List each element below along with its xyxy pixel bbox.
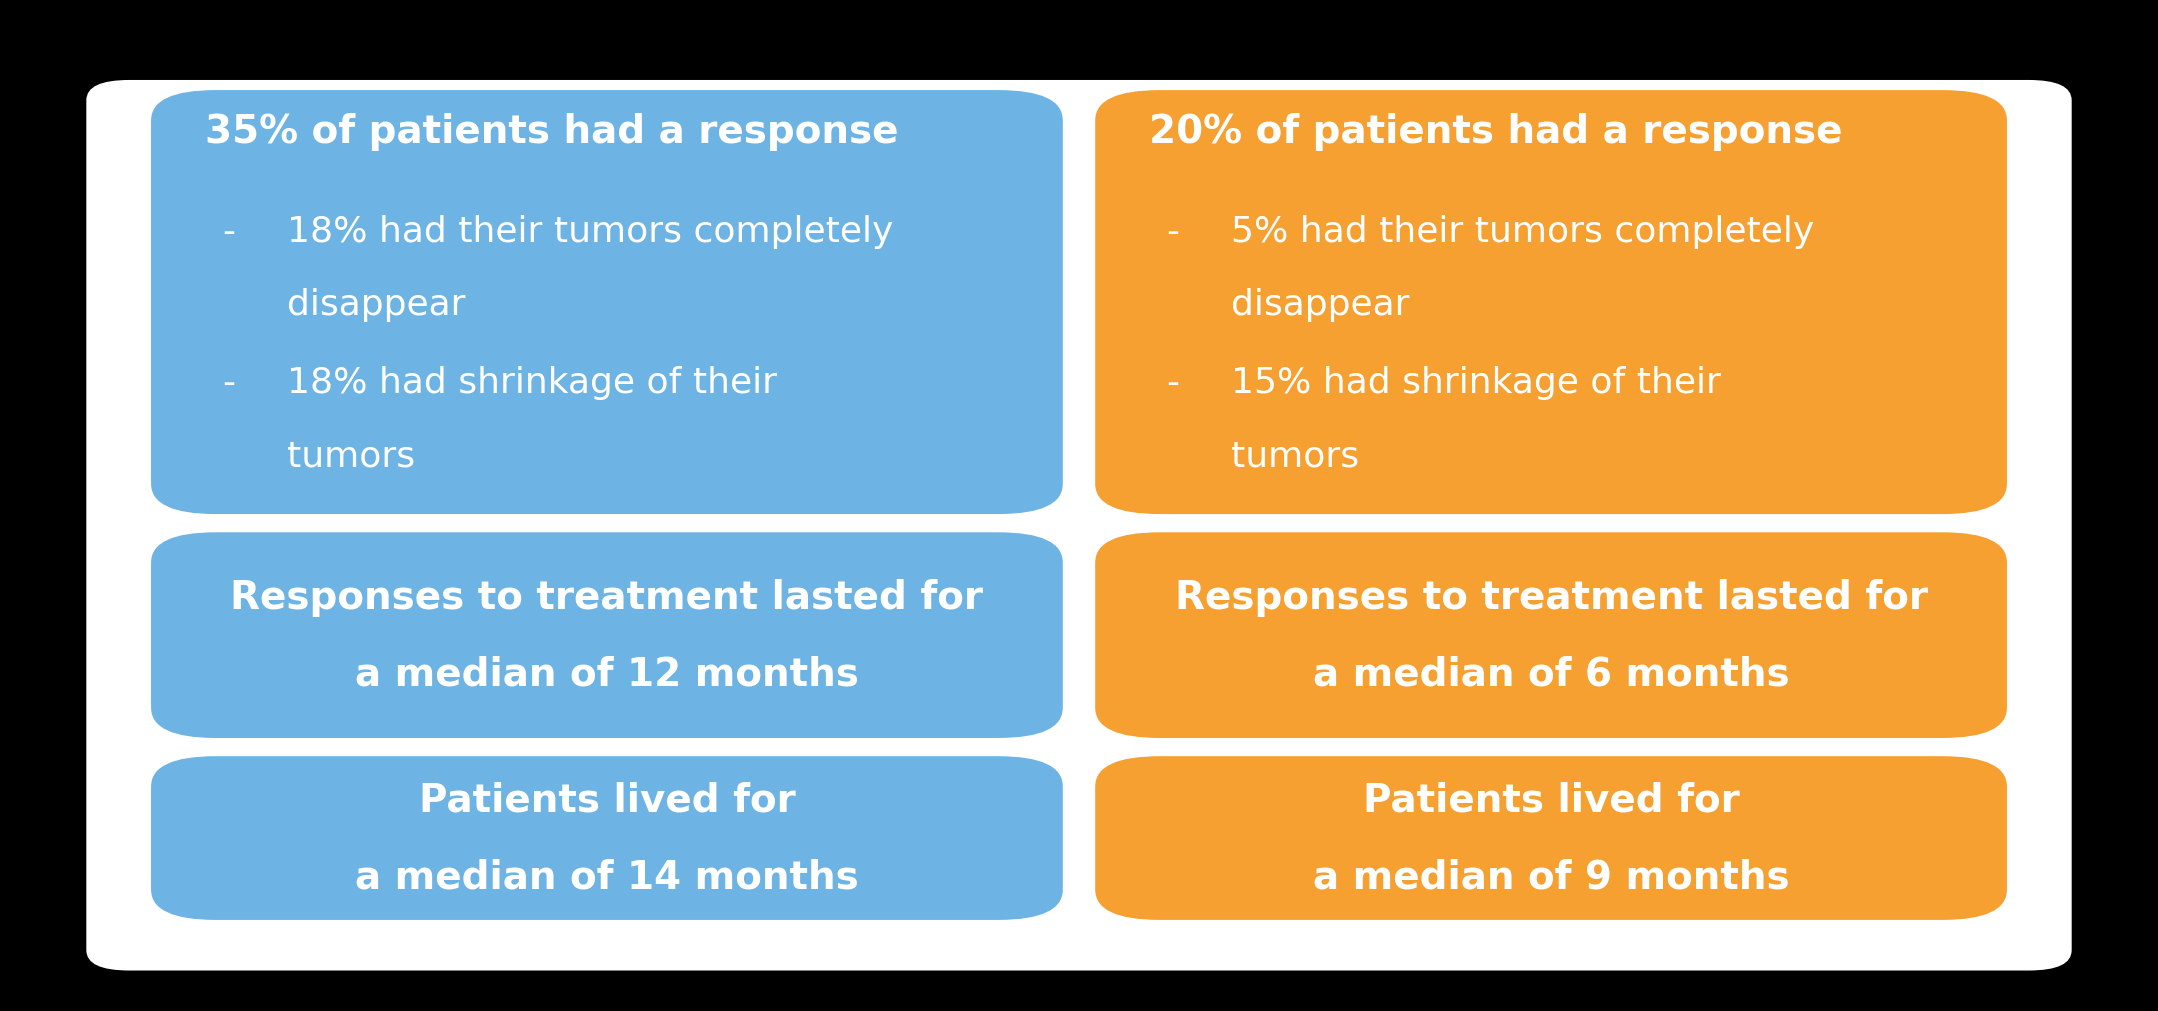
- Text: -: -: [222, 366, 235, 399]
- FancyBboxPatch shape: [86, 81, 2072, 971]
- Text: 18% had their tumors completely: 18% had their tumors completely: [287, 215, 893, 249]
- Text: 15% had shrinkage of their: 15% had shrinkage of their: [1232, 366, 1722, 399]
- Text: -: -: [1165, 366, 1180, 399]
- FancyBboxPatch shape: [1094, 91, 2007, 515]
- FancyBboxPatch shape: [151, 533, 1062, 738]
- FancyBboxPatch shape: [151, 91, 1062, 515]
- Text: 35% of patients had a response: 35% of patients had a response: [205, 113, 898, 152]
- Text: disappear: disappear: [287, 288, 466, 321]
- Text: 20% of patients had a response: 20% of patients had a response: [1148, 113, 1843, 152]
- Text: a median of 6 months: a median of 6 months: [1312, 655, 1789, 693]
- Text: -: -: [222, 215, 235, 249]
- Text: tumors: tumors: [1232, 439, 1360, 472]
- Text: 18% had shrinkage of their: 18% had shrinkage of their: [287, 366, 777, 399]
- Text: Responses to treatment lasted for: Responses to treatment lasted for: [231, 578, 984, 616]
- Text: Responses to treatment lasted for: Responses to treatment lasted for: [1174, 578, 1927, 616]
- FancyBboxPatch shape: [151, 756, 1062, 920]
- Text: -: -: [1165, 215, 1180, 249]
- FancyBboxPatch shape: [1094, 756, 2007, 920]
- FancyBboxPatch shape: [1094, 533, 2007, 738]
- Text: tumors: tumors: [287, 439, 414, 472]
- Text: disappear: disappear: [1232, 288, 1409, 321]
- Text: a median of 14 months: a median of 14 months: [356, 857, 859, 896]
- Text: a median of 9 months: a median of 9 months: [1312, 857, 1789, 896]
- Text: a median of 12 months: a median of 12 months: [356, 655, 859, 693]
- Text: Patients lived for: Patients lived for: [1362, 780, 1739, 819]
- Text: 5% had their tumors completely: 5% had their tumors completely: [1232, 215, 1815, 249]
- Text: Patients lived for: Patients lived for: [419, 780, 796, 819]
